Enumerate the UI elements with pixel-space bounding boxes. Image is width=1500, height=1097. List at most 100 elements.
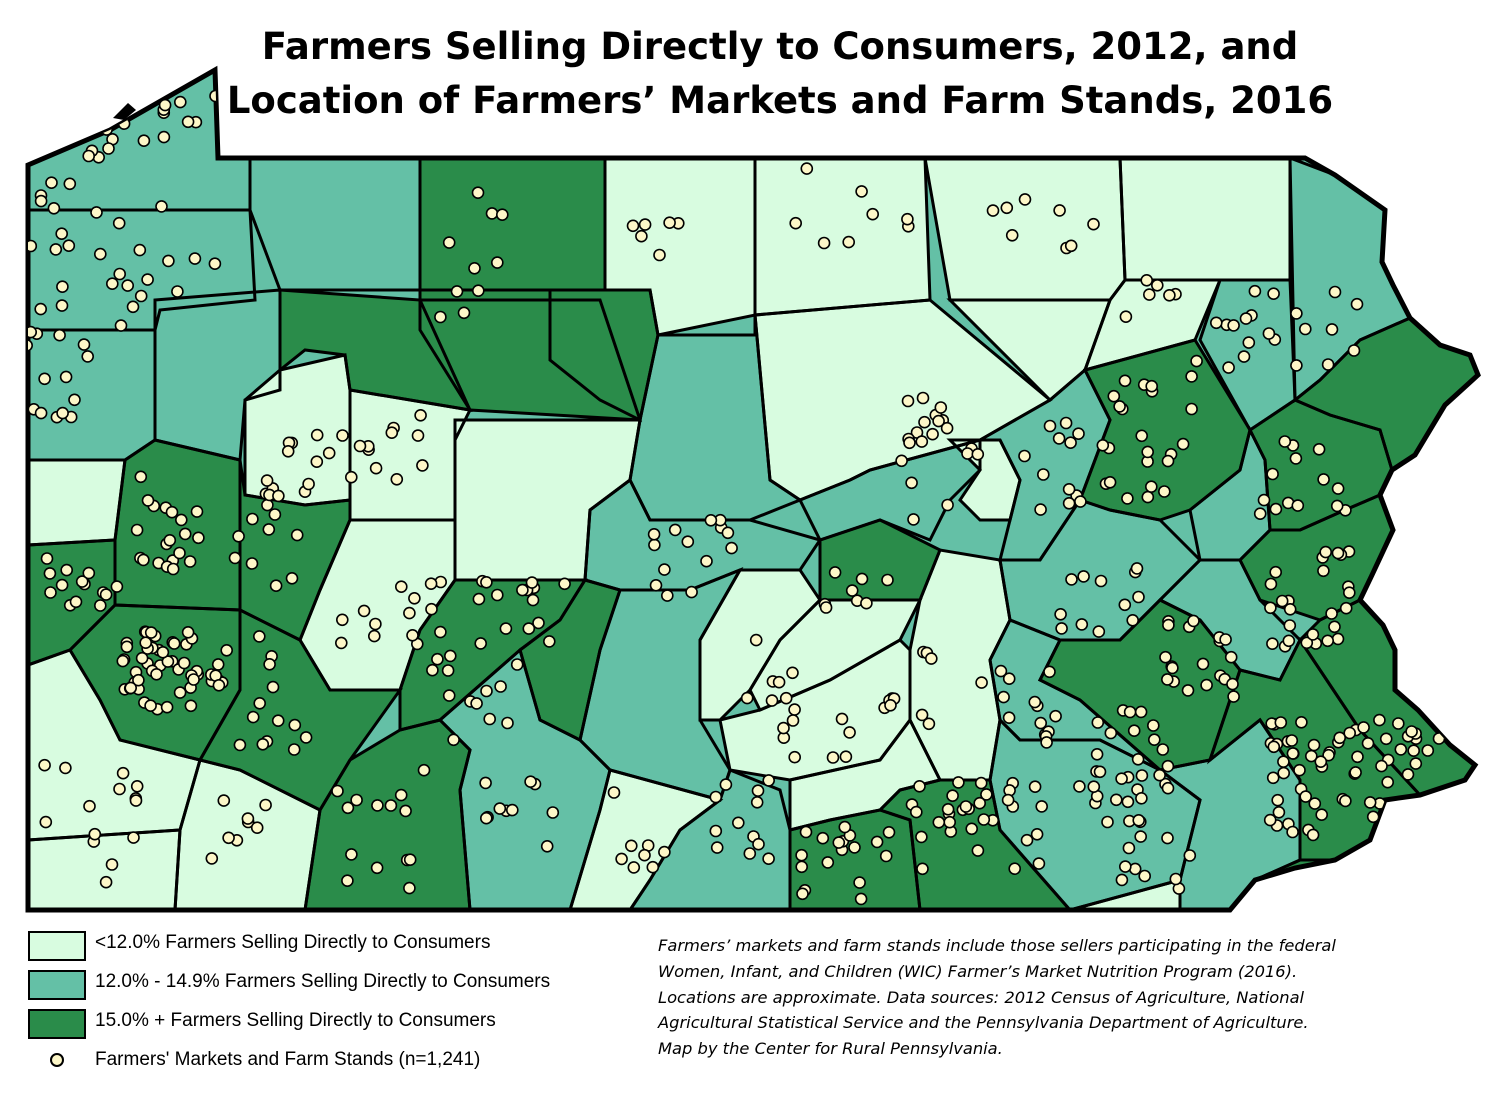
market-dot	[1087, 217, 1100, 231]
market-dot	[762, 774, 776, 787]
state-boundary	[25, 65, 1481, 913]
market-dot	[1257, 493, 1271, 507]
market-dot	[212, 678, 226, 692]
market-dot	[269, 579, 283, 593]
market-dot	[909, 805, 923, 819]
market-dot	[1020, 833, 1034, 847]
market-dot	[1037, 468, 1050, 481]
market-dot	[341, 874, 354, 888]
market-dot	[499, 622, 513, 635]
market-dot	[417, 763, 431, 777]
market-dot	[709, 790, 723, 804]
market-dot	[144, 699, 157, 713]
market-dot	[1376, 828, 1389, 842]
market-dot	[905, 476, 918, 490]
market-dot	[177, 656, 191, 670]
market-dot	[516, 583, 529, 597]
market-dot	[49, 243, 63, 256]
market-dot	[480, 684, 493, 698]
market-dot	[1315, 808, 1328, 822]
market-dot	[821, 856, 835, 869]
market-dot	[901, 212, 914, 226]
market-dot	[1176, 437, 1190, 451]
market-dot	[302, 477, 315, 491]
market-dot	[408, 591, 421, 605]
market-dot	[1153, 768, 1166, 782]
market-dot	[113, 267, 126, 281]
county-low-50	[950, 440, 1020, 520]
market-dot	[150, 667, 163, 681]
county-high-21	[1295, 318, 1478, 470]
market-dot	[731, 816, 745, 830]
market-dot	[916, 862, 929, 876]
county-low-16	[455, 420, 640, 580]
market-dot	[1343, 726, 1356, 740]
market-dot	[980, 788, 993, 801]
market-dot	[1091, 716, 1105, 729]
market-dot	[700, 554, 713, 568]
market-dot	[256, 737, 270, 751]
market-dot	[777, 721, 790, 735]
market-dot	[540, 839, 554, 853]
market-dot	[926, 427, 939, 441]
market-dot	[1141, 490, 1155, 504]
market-dot	[1119, 310, 1133, 324]
legend-label-markets: Farmers' Markets and Farm Stands (n=1,24…	[95, 1049, 481, 1070]
market-dot	[762, 852, 775, 866]
market-dot	[48, 89, 62, 103]
market-dot	[40, 552, 54, 565]
market-dot	[56, 280, 69, 294]
market-dot	[1141, 445, 1154, 459]
market-dot	[94, 247, 107, 261]
market-dot	[1317, 564, 1330, 578]
market-dot	[38, 758, 51, 772]
market-dot	[1115, 772, 1128, 786]
market-dot	[69, 595, 83, 609]
market-dot	[474, 637, 488, 650]
market-dot	[139, 636, 152, 650]
market-dot	[40, 137, 54, 150]
market-dot	[663, 216, 676, 229]
market-dot	[1307, 738, 1321, 752]
market-dot	[63, 177, 77, 191]
market-dot	[1185, 370, 1198, 383]
market-dot	[485, 207, 499, 220]
market-dot	[173, 546, 186, 560]
market-dot	[838, 820, 852, 834]
market-dot	[959, 800, 973, 813]
market-dot	[116, 766, 130, 780]
market-dot	[913, 779, 926, 793]
market-dot	[99, 588, 113, 601]
market-dot	[607, 786, 621, 799]
market-dot	[457, 306, 471, 320]
market-dot	[1158, 485, 1171, 498]
market-dot	[986, 204, 1000, 217]
note-line: Agricultural Statistical Service and the…	[658, 1013, 1309, 1033]
market-dot	[681, 535, 695, 549]
market-dot	[1248, 284, 1262, 298]
market-dot	[1308, 797, 1322, 810]
county-high-29	[70, 605, 240, 760]
market-dot	[1161, 673, 1174, 686]
market-dot	[75, 575, 89, 588]
market-dot	[38, 372, 51, 386]
market-dot	[1062, 496, 1076, 510]
market-dot	[710, 841, 724, 854]
market-dot	[843, 726, 856, 739]
market-dot	[116, 654, 130, 668]
market-dot	[137, 553, 150, 567]
market-dot	[1330, 499, 1344, 513]
market-dot-icon	[50, 1053, 64, 1067]
market-dot	[369, 617, 382, 631]
market-dot	[1161, 831, 1174, 845]
market-dot	[127, 81, 140, 95]
market-dot	[1274, 716, 1288, 729]
legend: <12.0% Farmers Selling Directly to Consu…	[28, 928, 648, 1084]
county-mid-10	[155, 290, 280, 460]
market-dot	[1328, 285, 1342, 299]
market-dot	[28, 339, 34, 352]
market-dot	[943, 815, 957, 829]
market-dot	[403, 881, 416, 895]
market-dot	[479, 811, 493, 825]
